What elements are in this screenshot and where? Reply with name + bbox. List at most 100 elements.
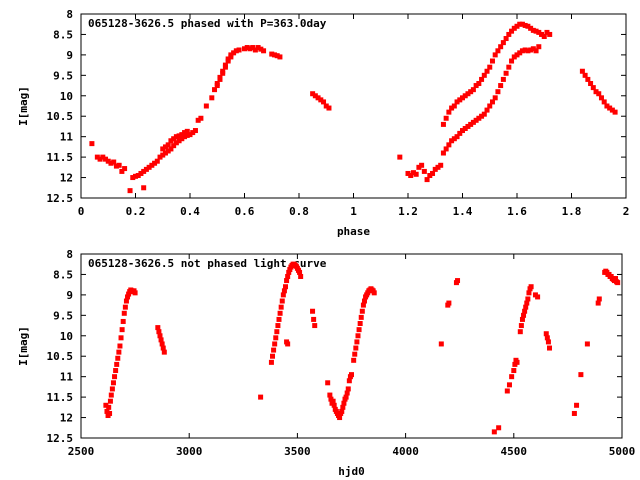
data-point [525,48,531,54]
y-tick-label: 9.5 [53,69,73,82]
data-point [154,158,160,164]
data-point [354,339,360,345]
data-point [514,23,520,29]
data-point [118,335,124,341]
data-point [503,36,509,42]
data-point [496,425,502,431]
data-point [345,386,351,392]
data-point [268,359,274,365]
data-point [173,140,179,146]
data-point [312,93,318,99]
data-point [438,341,444,347]
y-tick-label: 11.5 [47,151,74,164]
data-point [446,109,452,115]
data-point [156,329,162,335]
data-point [119,327,125,333]
data-point [340,404,346,410]
data-point [220,68,226,74]
data-point [481,111,487,117]
data-point [528,47,534,53]
y-tick-label: 12.5 [47,432,74,445]
data-point [509,374,515,380]
x-tick-label: 1 [350,205,357,218]
data-point [228,52,234,58]
data-point [105,158,111,164]
data-point [171,136,177,142]
data-point [460,128,465,134]
data-point [310,91,316,97]
data-point [596,91,602,97]
data-point [282,284,288,290]
data-point [209,95,215,101]
data-point [160,152,166,158]
data-point [171,143,177,149]
data-point [247,46,253,52]
x-tick-label: 4500 [501,445,528,458]
data-point [279,298,285,304]
data-point [465,91,471,97]
data-point [489,99,495,105]
data-point [416,164,422,170]
data-point [89,141,95,147]
data-point [344,390,350,396]
data-point [297,269,303,275]
x-tick-label: 2500 [68,445,95,458]
x-tick-label: 1.2 [398,205,418,218]
y-axis-label: I[mag] [17,86,30,126]
data-point [325,380,331,386]
data-point [315,95,321,101]
data-point [255,45,261,51]
data-point [438,162,444,168]
data-point [526,290,532,296]
data-point [468,89,474,95]
data-point [106,404,112,410]
data-point [173,134,179,140]
data-point [143,166,149,172]
data-point [487,103,493,109]
data-point [357,321,363,327]
data-point [427,173,433,179]
data-point [473,117,479,123]
data-point [601,99,607,105]
data-point [544,335,550,341]
y-tick-label: 9.5 [53,309,73,322]
data-point [593,89,599,95]
x-tick-label: 0.8 [289,205,309,218]
data-point [413,171,419,177]
data-point [574,402,580,408]
data-point [457,130,463,136]
data-point [371,290,377,296]
data-point [244,45,250,51]
y-tick-label: 12 [60,412,73,425]
y-tick-label: 8 [66,8,73,21]
data-point [489,58,495,64]
data-point [222,62,228,68]
data-point [545,339,551,345]
chart-title: 065128-3626.5 phased with P=363.0day [88,17,327,30]
data-point [326,105,332,111]
x-tick-label: 1.8 [562,205,582,218]
x-tick-label: 1.4 [453,205,473,218]
data-point [179,136,185,142]
data-point [443,115,449,121]
data-point [274,329,280,335]
data-point [498,83,504,89]
data-point [182,134,188,140]
data-point [161,349,167,355]
data-point [168,138,174,144]
y-tick-label: 8.5 [53,28,73,41]
data-point [590,85,596,91]
data-point [337,415,343,421]
data-point [284,278,290,284]
data-point [595,300,601,306]
data-point [278,304,284,310]
data-point [511,54,517,60]
data-point [233,48,239,54]
data-point [506,64,512,70]
data-point [130,175,136,181]
data-point [108,392,114,398]
data-point [578,372,584,378]
data-point [321,99,327,105]
data-point [252,47,258,53]
data-point [405,170,411,176]
